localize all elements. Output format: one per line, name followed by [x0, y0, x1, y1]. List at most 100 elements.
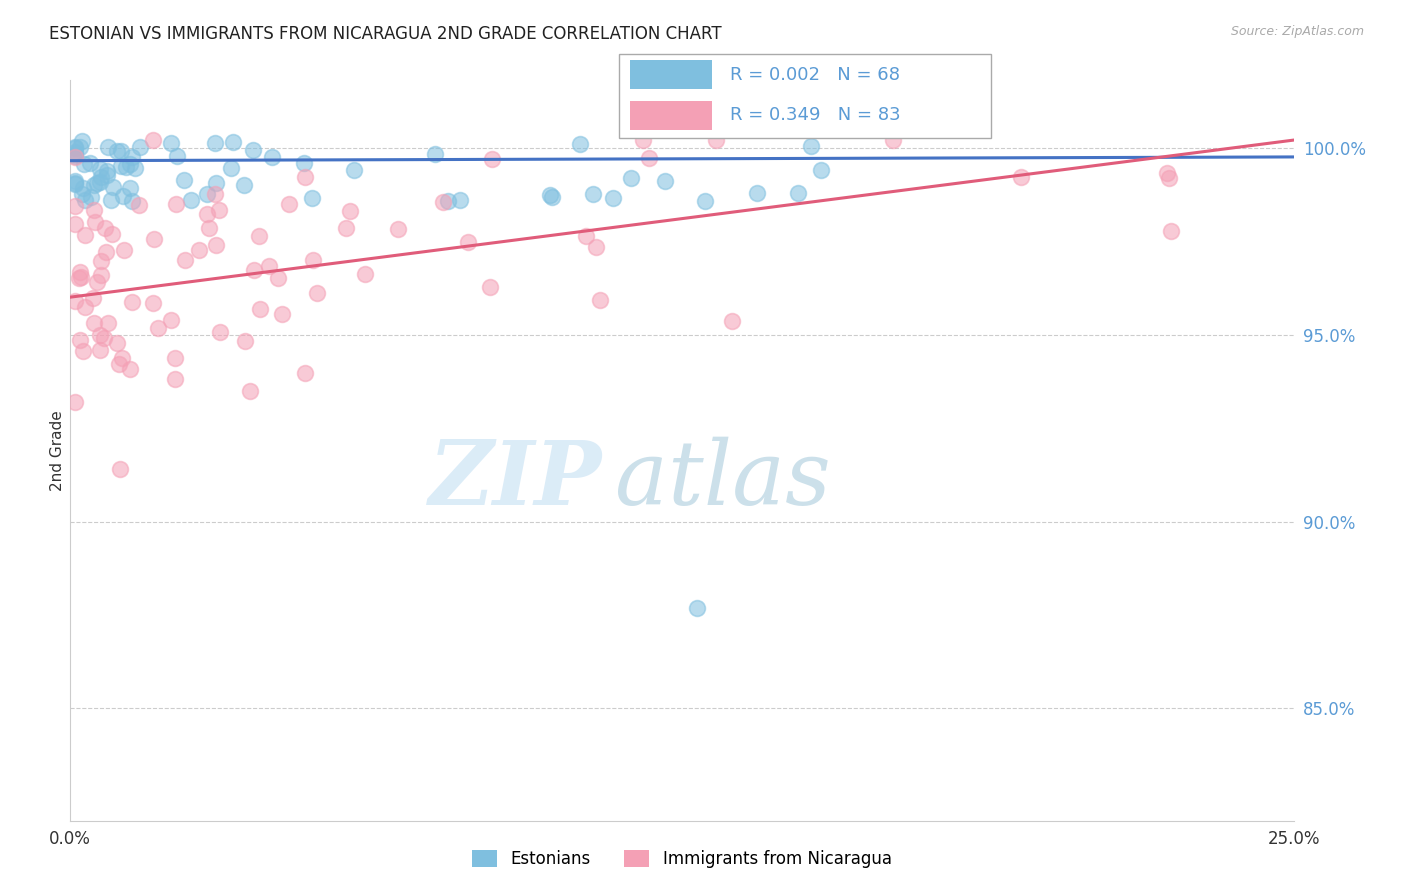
- Point: [631, 133, 654, 147]
- Point: [90, 169, 112, 184]
- Point: [83, 203, 105, 218]
- Text: R = 0.002   N = 68: R = 0.002 N = 68: [731, 66, 900, 84]
- Point: [247, 229, 270, 244]
- Point: [84, 214, 107, 228]
- Point: [195, 187, 218, 202]
- Point: [111, 351, 134, 366]
- Point: [188, 244, 211, 258]
- Point: [449, 194, 471, 208]
- Point: [165, 197, 187, 211]
- Point: [118, 361, 141, 376]
- Point: [94, 221, 117, 235]
- Y-axis label: 2nd Grade: 2nd Grade: [49, 410, 65, 491]
- Point: [90, 254, 112, 268]
- Point: [63, 294, 86, 309]
- Point: [124, 161, 146, 175]
- Point: [1159, 171, 1181, 186]
- Point: [67, 271, 90, 285]
- Point: [174, 252, 197, 267]
- Point: [262, 150, 284, 164]
- Point: [96, 164, 118, 178]
- FancyBboxPatch shape: [619, 54, 991, 138]
- Point: [73, 228, 96, 243]
- Text: R = 0.349   N = 83: R = 0.349 N = 83: [731, 106, 901, 124]
- Point: [335, 221, 357, 235]
- Point: [97, 316, 120, 330]
- Point: [63, 145, 86, 159]
- Point: [233, 334, 256, 349]
- Point: [63, 140, 86, 154]
- Point: [63, 199, 86, 213]
- Point: [585, 240, 607, 254]
- Point: [82, 291, 104, 305]
- Point: [89, 327, 111, 342]
- Point: [63, 174, 86, 188]
- Point: [89, 175, 111, 189]
- Point: [69, 140, 91, 154]
- Point: [205, 237, 228, 252]
- Point: [165, 351, 187, 365]
- Point: [160, 136, 183, 150]
- Point: [301, 191, 323, 205]
- Point: [207, 203, 229, 218]
- Point: [747, 186, 769, 201]
- Point: [249, 301, 271, 316]
- Point: [63, 395, 86, 409]
- Point: [63, 149, 86, 163]
- Point: [602, 191, 624, 205]
- Point: [437, 194, 460, 208]
- Point: [693, 194, 716, 208]
- Point: [75, 193, 97, 207]
- Point: [204, 136, 226, 151]
- Point: [108, 462, 131, 476]
- Point: [166, 149, 188, 163]
- Text: atlas: atlas: [614, 437, 831, 524]
- Point: [292, 155, 315, 169]
- Point: [541, 190, 564, 204]
- Point: [243, 263, 266, 277]
- Text: ESTONIAN VS IMMIGRANTS FROM NICARAGUA 2ND GRADE CORRELATION CHART: ESTONIAN VS IMMIGRANTS FROM NICARAGUA 2N…: [49, 25, 721, 43]
- Point: [108, 358, 131, 372]
- Point: [294, 170, 316, 185]
- Point: [219, 161, 242, 176]
- Point: [94, 244, 117, 259]
- Point: [69, 334, 91, 348]
- Point: [1160, 224, 1182, 238]
- Point: [70, 269, 93, 284]
- Point: [121, 295, 143, 310]
- Point: [204, 186, 226, 201]
- Point: [575, 229, 598, 244]
- Point: [704, 133, 727, 147]
- Point: [233, 178, 256, 192]
- Point: [142, 133, 165, 147]
- Point: [93, 331, 115, 345]
- Point: [72, 181, 94, 195]
- Point: [339, 203, 361, 218]
- Point: [69, 265, 91, 279]
- Point: [204, 176, 226, 190]
- Point: [63, 150, 86, 164]
- Point: [118, 181, 141, 195]
- Point: [128, 140, 150, 154]
- Point: [107, 144, 129, 158]
- Point: [97, 140, 120, 154]
- Point: [73, 300, 96, 314]
- Point: [582, 186, 605, 201]
- Point: [72, 157, 94, 171]
- Point: [810, 163, 832, 178]
- Point: [242, 143, 264, 157]
- Point: [787, 186, 810, 201]
- Point: [121, 150, 143, 164]
- Point: [83, 178, 105, 193]
- Point: [387, 222, 409, 236]
- Point: [259, 259, 281, 273]
- Point: [110, 144, 132, 158]
- Legend: Estonians, Immigrants from Nicaragua: Estonians, Immigrants from Nicaragua: [472, 850, 891, 868]
- Point: [637, 151, 659, 165]
- Point: [222, 135, 245, 149]
- Text: Source: ZipAtlas.com: Source: ZipAtlas.com: [1230, 25, 1364, 38]
- Point: [173, 173, 195, 187]
- Point: [96, 168, 118, 182]
- Point: [63, 141, 86, 155]
- Point: [423, 147, 446, 161]
